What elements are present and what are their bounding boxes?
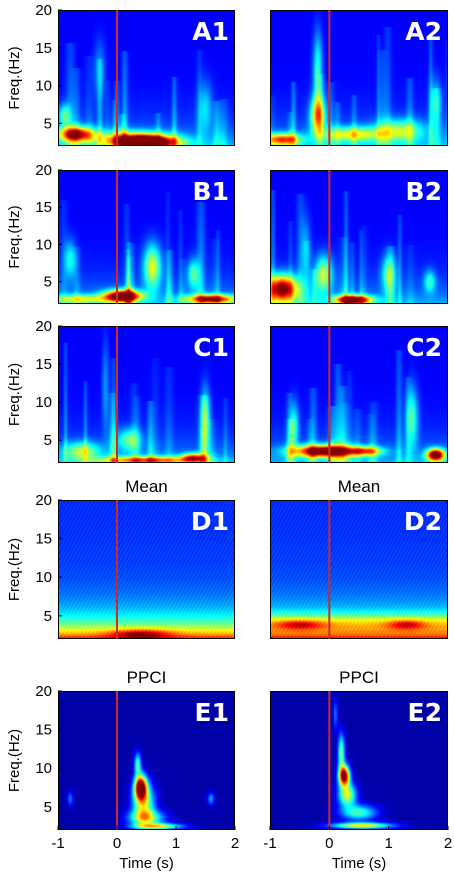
heatmap-c2: [270, 326, 448, 463]
panel-e2: PPCI E2: [270, 668, 448, 830]
panel-label-c2: C2: [406, 333, 442, 362]
panel-label-b1: B1: [193, 177, 229, 206]
y-tick-label: 15: [35, 40, 52, 57]
y-tick-label: 20: [35, 492, 52, 509]
heatmap-a1: [58, 10, 235, 146]
x-tick-label: 2: [231, 835, 239, 852]
panel-label-d1: D1: [191, 507, 229, 536]
frame-e2: [270, 691, 448, 830]
x-tick-label: 0: [325, 835, 333, 852]
y-tick-label: 15: [35, 722, 52, 739]
panel-label-c1: C1: [193, 333, 229, 362]
panel-label-d2: D2: [404, 507, 442, 536]
frame-c2: [270, 326, 448, 463]
panel-label-a2: A2: [405, 17, 442, 46]
heatmap-d2: [270, 500, 448, 639]
panel-d1: Mean D1: [58, 477, 235, 639]
y-tick-label: 15: [35, 356, 52, 373]
panel-b2: B2: [270, 170, 448, 304]
x-tick-label: 0: [113, 835, 121, 852]
panel-label-e2: E2: [408, 698, 442, 727]
y-axis-label-row-c: Freq.(Hz): [6, 363, 23, 426]
x-tick-label: 1: [172, 835, 180, 852]
y-axis-label-row-d: Freq.(Hz): [6, 538, 23, 601]
panel-b1: B1: [58, 170, 235, 304]
y-tick-label: 10: [35, 760, 52, 777]
y-tick-label: 5: [44, 115, 52, 132]
panel-c1: C1: [58, 326, 235, 463]
panel-title-e1: PPCI: [127, 668, 167, 687]
y-tick-label: 5: [44, 799, 52, 816]
x-axis-label-right: Time (s): [332, 855, 386, 872]
y-tick-label: 5: [44, 274, 52, 291]
panel-d2: Mean D2: [270, 477, 448, 639]
y-axis-label-row-b: Freq.(Hz): [6, 205, 23, 268]
y-axis-label-row-a: Freq.(Hz): [6, 46, 23, 109]
y-tick-label: 20: [35, 683, 52, 700]
x-tick-label: 1: [384, 835, 392, 852]
frame-d1: [58, 500, 235, 639]
panel-label-b2: B2: [406, 177, 442, 206]
y-tick-label: 20: [35, 318, 52, 335]
panel-label-a1: A1: [192, 17, 229, 46]
y-tick-label: 15: [35, 531, 52, 548]
panel-title-d1: Mean: [125, 477, 168, 496]
frame-a2: [270, 10, 448, 146]
y-tick-label: 20: [35, 2, 52, 19]
heatmap-e1: [58, 691, 235, 830]
heatmap-a2: [270, 10, 448, 146]
frame-b1: [58, 170, 235, 304]
x-axis-label-left: Time (s): [119, 855, 173, 872]
frame-c1: [58, 326, 235, 463]
y-tick-label: 10: [35, 394, 52, 411]
y-tick-label: 10: [35, 78, 52, 95]
panel-e1: PPCI E1: [58, 668, 235, 830]
y-tick-label: 10: [35, 569, 52, 586]
panel-a2: A2: [270, 10, 448, 146]
panel-a1: A1: [58, 10, 235, 146]
y-tick-label: 20: [35, 162, 52, 179]
heatmap-e2: [270, 691, 448, 830]
panel-title-e2: PPCI: [339, 668, 379, 687]
frame-b2: [270, 170, 448, 304]
heatmap-c1: [58, 326, 235, 463]
frame-a1: [58, 10, 235, 146]
y-axis-label-row-e: Freq.(Hz): [6, 729, 23, 792]
y-tick-label: 10: [35, 236, 52, 253]
x-tick-label: -1: [263, 835, 276, 852]
heatmap-d1: [58, 500, 235, 639]
x-tick-label: 2: [444, 835, 452, 852]
x-tick-label: -1: [51, 835, 64, 852]
y-tick-label: 15: [35, 199, 52, 216]
panel-label-e1: E1: [195, 698, 229, 727]
frame-e1: [58, 691, 235, 830]
panel-title-d2: Mean: [338, 477, 381, 496]
panel-c2: C2: [270, 326, 448, 463]
y-tick-label: 5: [44, 608, 52, 625]
heatmap-b1: [58, 170, 235, 304]
heatmap-b2: [270, 170, 448, 304]
y-tick-label: 5: [44, 432, 52, 449]
frame-d2: [270, 500, 448, 639]
